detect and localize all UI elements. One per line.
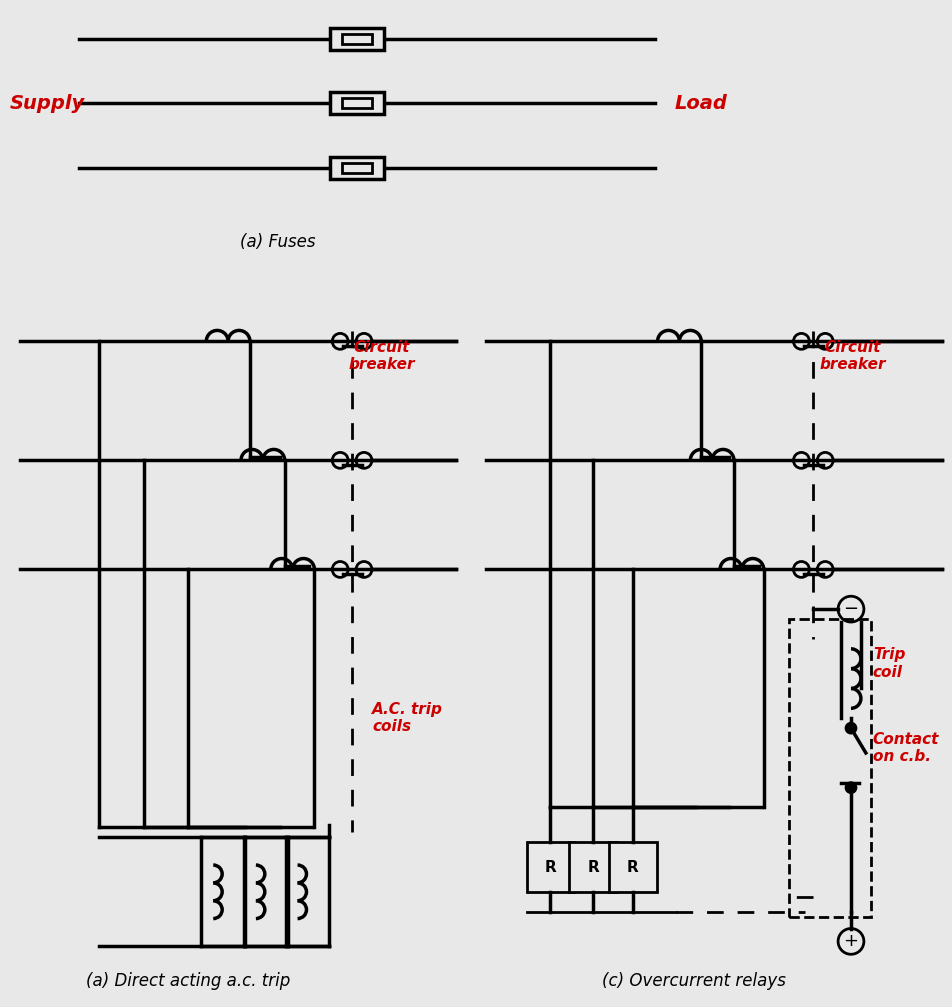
- Text: Circuit
breaker: Circuit breaker: [819, 340, 885, 373]
- Bar: [608, 842, 656, 892]
- Bar: [329, 93, 384, 114]
- Circle shape: [845, 723, 855, 733]
- Bar: [568, 842, 616, 892]
- Text: Load: Load: [674, 94, 726, 113]
- Bar: [787, 619, 870, 916]
- Text: Contact
on c.b.: Contact on c.b.: [872, 732, 939, 764]
- Text: (a) Direct acting a.c. trip: (a) Direct acting a.c. trip: [87, 972, 290, 990]
- Text: −: −: [843, 600, 858, 618]
- Text: Circuit
breaker: Circuit breaker: [348, 340, 415, 373]
- Text: R: R: [544, 860, 556, 874]
- Bar: [329, 28, 384, 49]
- Text: +: +: [843, 932, 858, 951]
- Bar: [329, 157, 384, 178]
- Bar: [342, 34, 371, 43]
- Text: Trip
coil: Trip coil: [872, 648, 904, 680]
- Bar: [526, 842, 574, 892]
- Bar: [342, 163, 371, 172]
- Circle shape: [845, 782, 855, 793]
- Text: Supply: Supply: [10, 94, 85, 113]
- Text: A.C. trip
coils: A.C. trip coils: [371, 702, 443, 734]
- Text: R: R: [586, 860, 599, 874]
- Text: (c) Overcurrent relays: (c) Overcurrent relays: [602, 972, 785, 990]
- Text: (a) Fuses: (a) Fuses: [240, 234, 315, 251]
- Text: R: R: [626, 860, 638, 874]
- Bar: [342, 99, 371, 108]
